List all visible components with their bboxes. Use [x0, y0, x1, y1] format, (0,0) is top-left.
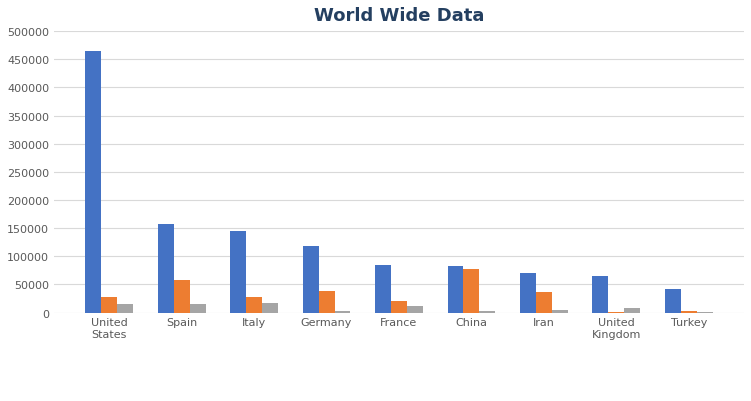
Bar: [479, 311, 496, 313]
Bar: [697, 312, 713, 313]
Bar: [231, 232, 246, 313]
Bar: [158, 225, 173, 313]
Bar: [681, 311, 697, 313]
Bar: [189, 304, 206, 313]
Bar: [520, 273, 536, 313]
Bar: [463, 269, 479, 313]
Bar: [448, 267, 463, 313]
Bar: [391, 301, 407, 313]
Bar: [173, 281, 189, 313]
Bar: [407, 307, 423, 313]
Bar: [536, 292, 552, 313]
Bar: [665, 289, 681, 313]
Bar: [593, 276, 608, 313]
Bar: [552, 310, 568, 313]
Title: World Wide Data: World Wide Data: [314, 7, 484, 25]
Legend: Confirmed, Recovered, Deaths: Confirmed, Recovered, Deaths: [249, 398, 550, 401]
Bar: [246, 297, 262, 313]
Bar: [101, 298, 117, 313]
Bar: [262, 303, 278, 313]
Bar: [375, 265, 391, 313]
Bar: [303, 247, 318, 313]
Bar: [318, 291, 334, 313]
Bar: [608, 312, 624, 313]
Bar: [117, 304, 133, 313]
Bar: [86, 52, 101, 313]
Bar: [624, 308, 641, 313]
Bar: [334, 311, 351, 313]
